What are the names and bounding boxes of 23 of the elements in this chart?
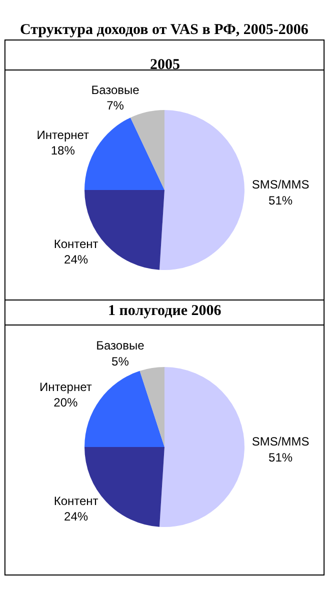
- chart-title: 1 полугодие 2006: [108, 303, 222, 319]
- data-label: 5%: [112, 354, 130, 368]
- chart-subtitle: 2005: [150, 57, 180, 73]
- slice-label: SMS/MMS: [252, 434, 310, 449]
- slice-label: Контент: [54, 236, 99, 251]
- pie-slice: [140, 367, 164, 447]
- chart-title: Структура доходов от VAS в РФ, 2005-2006: [20, 22, 309, 38]
- data-label: 18%: [50, 144, 76, 158]
- pie-slice: [159, 367, 244, 527]
- data-label: 20%: [54, 396, 78, 410]
- slice-label: Интернет: [36, 128, 90, 142]
- data-label: 24%: [64, 510, 88, 524]
- data-label: 24%: [64, 252, 88, 266]
- data-label: 51%: [268, 450, 293, 464]
- slice-label: Базовые: [91, 83, 140, 98]
- pie-slice: [130, 110, 164, 190]
- pie-slice: [159, 110, 244, 270]
- slice-label: SMS/MMS: [252, 178, 310, 192]
- data-label: 7%: [106, 98, 124, 113]
- slice-label: Контент: [54, 494, 99, 508]
- data-label: 51%: [268, 193, 293, 208]
- slice-label: Базовые: [96, 338, 145, 353]
- slice-label: Интернет: [40, 380, 92, 394]
